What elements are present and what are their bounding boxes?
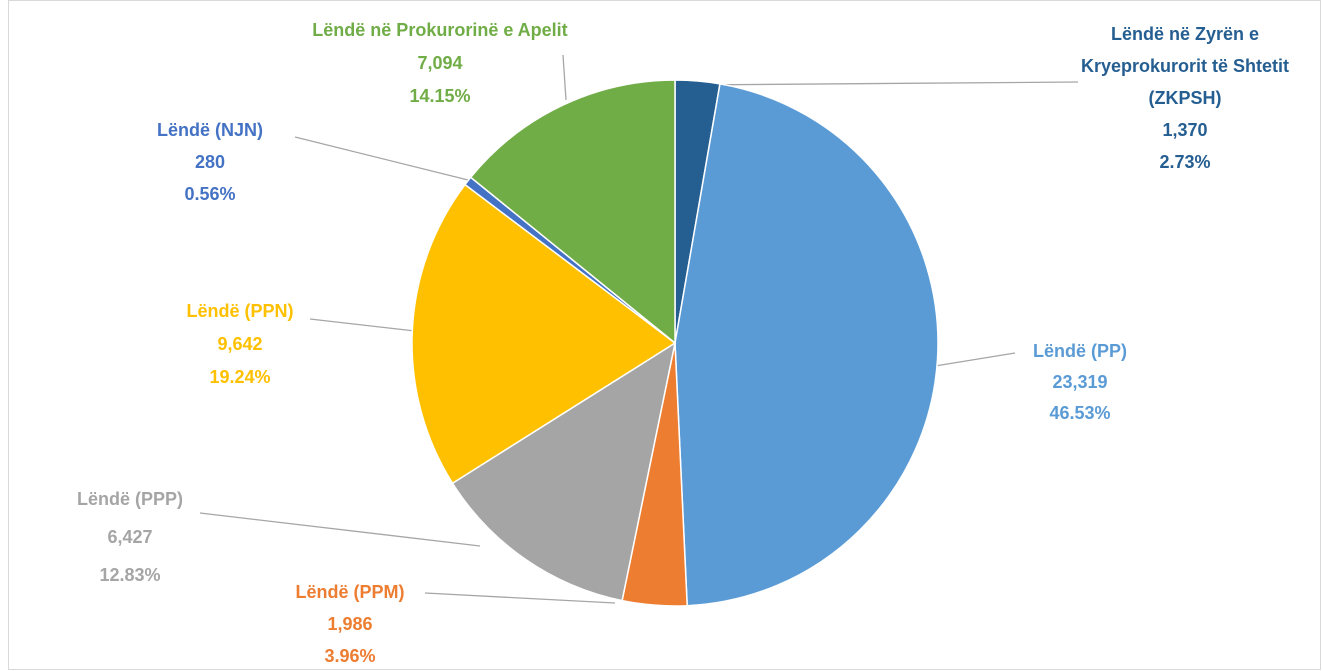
percent-label: 14.15% bbox=[409, 86, 471, 106]
value-label: 1,370 bbox=[1162, 120, 1208, 140]
leader-line bbox=[424, 592, 616, 604]
data-label: Lëndë (PPP) 6,427 12.83% bbox=[30, 480, 230, 594]
category-label: Lëndë (PPP) bbox=[76, 489, 183, 509]
value-label: 7,094 bbox=[417, 53, 463, 73]
value-label: 280 bbox=[194, 152, 226, 172]
value-label: 1,986 bbox=[327, 614, 373, 634]
category-label: Lëndë (PP) bbox=[1032, 341, 1127, 361]
percent-label: 19.24% bbox=[209, 367, 271, 387]
category-label: Lëndë (PPN) bbox=[186, 301, 294, 321]
data-label: Lëndë (PPM) 1,986 3.96% bbox=[250, 576, 450, 671]
category-label: Lëndë (PPM) bbox=[295, 582, 405, 602]
category-label: Lëndë (NJN) bbox=[156, 120, 263, 140]
leader-line bbox=[294, 136, 469, 181]
category-label: Lëndë në Prokurorinë e Apelit bbox=[312, 20, 568, 40]
leader-line bbox=[199, 512, 481, 547]
leader-line bbox=[309, 318, 416, 332]
pie-slice bbox=[411, 183, 677, 485]
percent-label: 46.53% bbox=[1049, 403, 1111, 423]
pie-slice bbox=[674, 83, 939, 607]
value-label: 9,642 bbox=[217, 334, 263, 354]
leader-line bbox=[562, 54, 567, 101]
pie-slice bbox=[451, 341, 677, 602]
border bbox=[8, 0, 1321, 670]
value-label: 6,427 bbox=[107, 527, 153, 547]
pie-slice bbox=[469, 79, 676, 345]
data-label: Lëndë (PPN) 9,642 19.24% bbox=[140, 295, 340, 394]
percent-label: 0.56% bbox=[184, 184, 236, 204]
data-label: Lëndë në Prokurorinë e Apelit 7,094 14.15% bbox=[310, 14, 570, 113]
leader-line bbox=[687, 81, 1079, 86]
percent-label: 12.83% bbox=[99, 565, 161, 585]
category-label: Lëndë në Zyrën e Kryeprokurorit të Shtet… bbox=[1080, 24, 1290, 108]
data-label: Lëndë (PP) 23,319 46.53% bbox=[980, 336, 1180, 429]
leader-lines bbox=[199, 54, 1079, 604]
slices bbox=[411, 79, 939, 607]
data-label: Lëndë në Zyrën e Kryeprokurorit të Shtet… bbox=[1080, 18, 1290, 178]
value-label: 23,319 bbox=[1052, 372, 1108, 392]
leader-line bbox=[934, 352, 1016, 367]
percent-label: 2.73% bbox=[1159, 152, 1211, 172]
percent-label: 3.96% bbox=[324, 646, 376, 666]
data-label: Lëndë (NJN) 280 0.56% bbox=[110, 114, 310, 210]
